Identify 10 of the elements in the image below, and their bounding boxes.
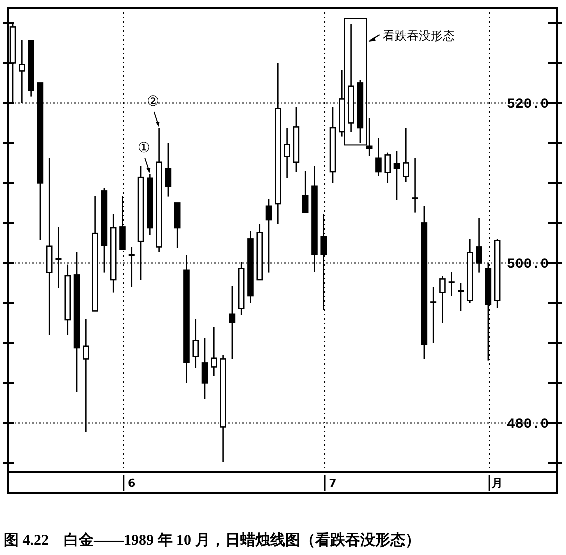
x-tick-label: 7 <box>329 477 337 490</box>
annotation: ① <box>138 140 150 156</box>
x-tick-label: 月 <box>491 477 504 490</box>
annotation: 看跌吞没形态 <box>382 29 455 43</box>
y-tick-label: 500.0 <box>506 257 549 274</box>
x-tick-label: 6 <box>128 477 136 490</box>
annotation: ② <box>147 94 160 110</box>
y-tick-label: 480.0 <box>506 417 549 434</box>
y-tick-label: 520.0 <box>506 97 549 114</box>
text: 图 4.22 白金——1989 年 10 月，日蜡烛线图（看跌吞没形态） <box>4 532 420 549</box>
